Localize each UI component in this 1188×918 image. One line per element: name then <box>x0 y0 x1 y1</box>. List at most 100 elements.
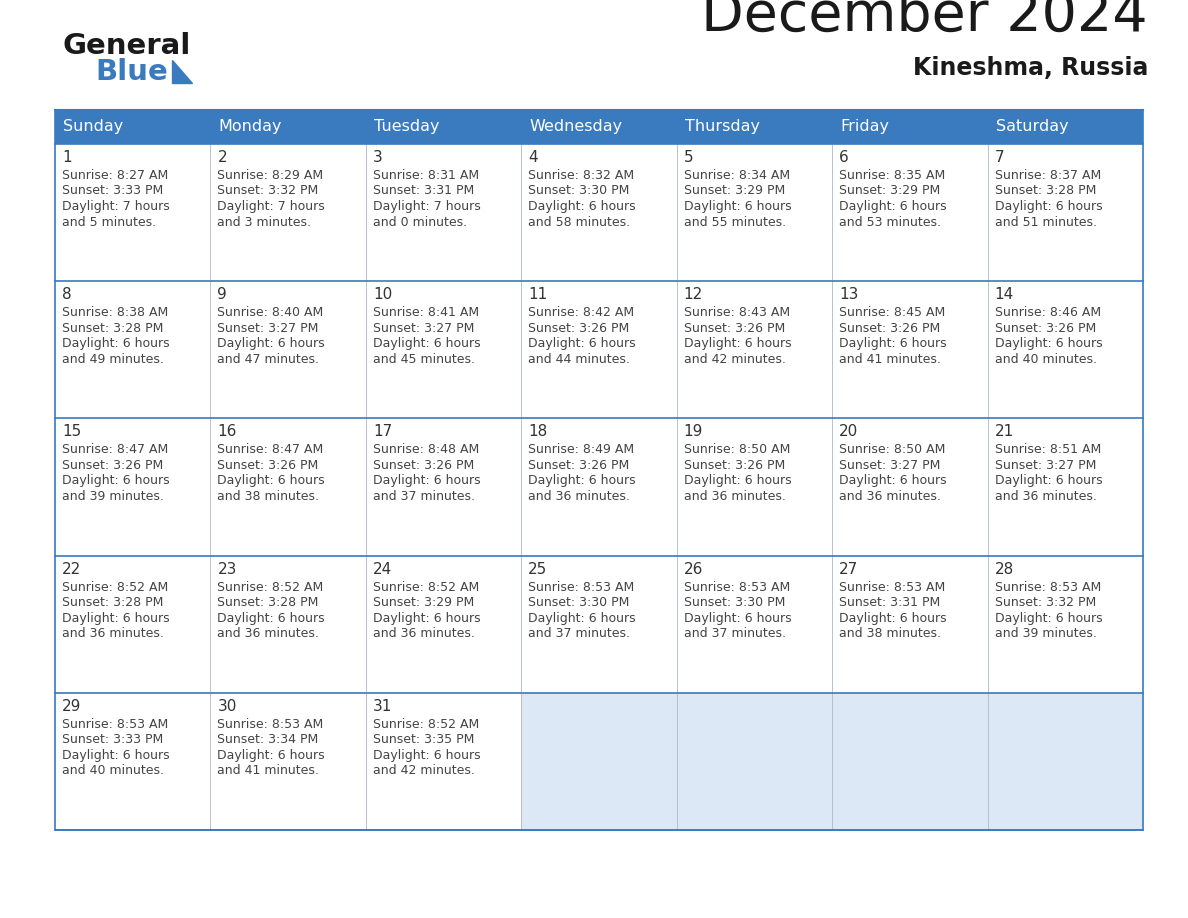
Bar <box>987 693 1143 830</box>
Bar <box>677 555 832 693</box>
Bar <box>522 144 677 281</box>
Text: Sunset: 3:27 PM: Sunset: 3:27 PM <box>373 321 474 335</box>
Text: Sunrise: 8:35 AM: Sunrise: 8:35 AM <box>839 169 946 182</box>
Polygon shape <box>172 60 192 83</box>
Text: Daylight: 6 hours: Daylight: 6 hours <box>684 200 791 213</box>
Bar <box>987 281 1143 419</box>
Bar <box>210 110 366 144</box>
Text: and 44 minutes.: and 44 minutes. <box>529 353 630 365</box>
Text: 15: 15 <box>62 424 81 440</box>
Text: Sunset: 3:35 PM: Sunset: 3:35 PM <box>373 733 474 746</box>
Text: and 36 minutes.: and 36 minutes. <box>529 490 630 503</box>
Text: Daylight: 6 hours: Daylight: 6 hours <box>62 749 170 762</box>
Text: and 38 minutes.: and 38 minutes. <box>217 490 320 503</box>
Text: and 58 minutes.: and 58 minutes. <box>529 216 631 229</box>
Text: Daylight: 6 hours: Daylight: 6 hours <box>373 611 480 624</box>
Text: Sunrise: 8:53 AM: Sunrise: 8:53 AM <box>217 718 323 731</box>
Bar <box>522 419 677 555</box>
Bar <box>366 144 522 281</box>
Text: 9: 9 <box>217 287 227 302</box>
Text: and 36 minutes.: and 36 minutes. <box>839 490 941 503</box>
Bar <box>366 110 522 144</box>
Text: Sunset: 3:26 PM: Sunset: 3:26 PM <box>994 321 1095 335</box>
Text: Sunrise: 8:50 AM: Sunrise: 8:50 AM <box>684 443 790 456</box>
Text: Sunrise: 8:38 AM: Sunrise: 8:38 AM <box>62 307 169 319</box>
Bar <box>832 110 987 144</box>
Text: and 3 minutes.: and 3 minutes. <box>217 216 311 229</box>
Text: 20: 20 <box>839 424 859 440</box>
Text: Daylight: 7 hours: Daylight: 7 hours <box>373 200 481 213</box>
Text: Sunrise: 8:53 AM: Sunrise: 8:53 AM <box>839 580 946 594</box>
Text: December 2024: December 2024 <box>701 0 1148 43</box>
Text: Daylight: 6 hours: Daylight: 6 hours <box>529 475 636 487</box>
Text: Sunset: 3:26 PM: Sunset: 3:26 PM <box>684 321 785 335</box>
Text: Sunrise: 8:47 AM: Sunrise: 8:47 AM <box>62 443 169 456</box>
Bar <box>55 555 210 693</box>
Text: Tuesday: Tuesday <box>374 119 440 135</box>
Text: Daylight: 6 hours: Daylight: 6 hours <box>529 611 636 624</box>
Text: Daylight: 6 hours: Daylight: 6 hours <box>994 475 1102 487</box>
Text: Sunrise: 8:27 AM: Sunrise: 8:27 AM <box>62 169 169 182</box>
Text: Daylight: 7 hours: Daylight: 7 hours <box>217 200 326 213</box>
Text: 31: 31 <box>373 699 392 714</box>
Text: Daylight: 6 hours: Daylight: 6 hours <box>217 749 326 762</box>
Text: Sunset: 3:30 PM: Sunset: 3:30 PM <box>529 185 630 197</box>
Text: and 42 minutes.: and 42 minutes. <box>684 353 785 365</box>
Text: Sunset: 3:31 PM: Sunset: 3:31 PM <box>373 185 474 197</box>
Text: Blue: Blue <box>95 58 168 86</box>
Bar <box>987 110 1143 144</box>
Text: Daylight: 6 hours: Daylight: 6 hours <box>217 611 326 624</box>
Bar <box>55 693 210 830</box>
Text: Daylight: 6 hours: Daylight: 6 hours <box>62 475 170 487</box>
Text: Sunrise: 8:31 AM: Sunrise: 8:31 AM <box>373 169 479 182</box>
Bar <box>55 281 210 419</box>
Text: Sunset: 3:26 PM: Sunset: 3:26 PM <box>839 321 941 335</box>
Bar <box>832 144 987 281</box>
Bar <box>210 419 366 555</box>
Text: 11: 11 <box>529 287 548 302</box>
Bar <box>55 110 1143 830</box>
Bar <box>210 555 366 693</box>
Text: 26: 26 <box>684 562 703 577</box>
Bar <box>210 693 366 830</box>
Text: Sunrise: 8:32 AM: Sunrise: 8:32 AM <box>529 169 634 182</box>
Text: and 38 minutes.: and 38 minutes. <box>839 627 941 640</box>
Text: Daylight: 6 hours: Daylight: 6 hours <box>62 337 170 350</box>
Bar <box>677 693 832 830</box>
Text: Sunset: 3:29 PM: Sunset: 3:29 PM <box>839 185 941 197</box>
Text: and 53 minutes.: and 53 minutes. <box>839 216 941 229</box>
Text: Daylight: 6 hours: Daylight: 6 hours <box>217 475 326 487</box>
Text: Sunset: 3:34 PM: Sunset: 3:34 PM <box>217 733 318 746</box>
Text: and 0 minutes.: and 0 minutes. <box>373 216 467 229</box>
Text: 7: 7 <box>994 150 1004 165</box>
Text: Thursday: Thursday <box>684 119 759 135</box>
Text: Daylight: 6 hours: Daylight: 6 hours <box>373 749 480 762</box>
Text: Daylight: 6 hours: Daylight: 6 hours <box>994 337 1102 350</box>
Text: and 5 minutes.: and 5 minutes. <box>62 216 156 229</box>
Text: Daylight: 6 hours: Daylight: 6 hours <box>839 337 947 350</box>
Text: Sunset: 3:29 PM: Sunset: 3:29 PM <box>684 185 785 197</box>
Bar <box>366 281 522 419</box>
Text: Sunrise: 8:52 AM: Sunrise: 8:52 AM <box>62 580 169 594</box>
Bar <box>55 419 210 555</box>
Text: 21: 21 <box>994 424 1013 440</box>
Text: 28: 28 <box>994 562 1013 577</box>
Text: and 36 minutes.: and 36 minutes. <box>217 627 320 640</box>
Text: Sunrise: 8:52 AM: Sunrise: 8:52 AM <box>373 580 479 594</box>
Text: and 47 minutes.: and 47 minutes. <box>217 353 320 365</box>
Text: Sunset: 3:30 PM: Sunset: 3:30 PM <box>684 596 785 610</box>
Text: Sunset: 3:28 PM: Sunset: 3:28 PM <box>62 596 164 610</box>
Text: Sunset: 3:26 PM: Sunset: 3:26 PM <box>217 459 318 472</box>
Text: Sunrise: 8:53 AM: Sunrise: 8:53 AM <box>62 718 169 731</box>
Text: Sunrise: 8:53 AM: Sunrise: 8:53 AM <box>529 580 634 594</box>
Text: and 39 minutes.: and 39 minutes. <box>994 627 1097 640</box>
Text: Daylight: 7 hours: Daylight: 7 hours <box>62 200 170 213</box>
Text: Friday: Friday <box>840 119 889 135</box>
Text: Wednesday: Wednesday <box>530 119 623 135</box>
Text: Daylight: 6 hours: Daylight: 6 hours <box>684 611 791 624</box>
Text: Sunrise: 8:37 AM: Sunrise: 8:37 AM <box>994 169 1101 182</box>
Text: 5: 5 <box>684 150 694 165</box>
Text: Sunset: 3:26 PM: Sunset: 3:26 PM <box>529 459 630 472</box>
Text: and 36 minutes.: and 36 minutes. <box>62 627 164 640</box>
Text: 17: 17 <box>373 424 392 440</box>
